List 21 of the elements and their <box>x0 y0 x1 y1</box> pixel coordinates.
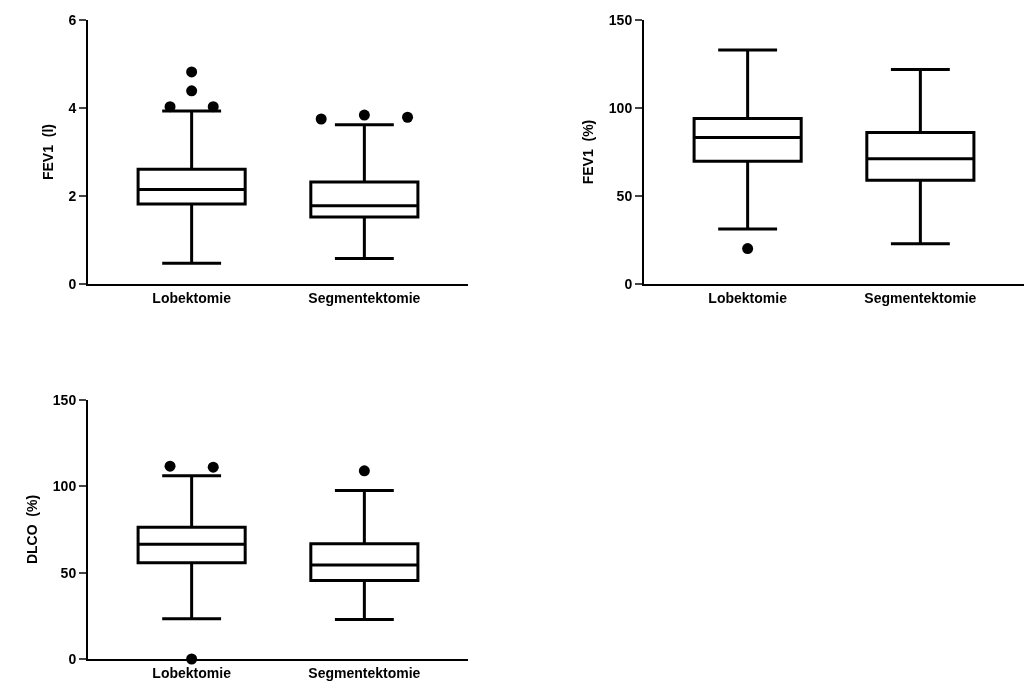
y-tick-label: 50 <box>616 187 633 204</box>
y-tick-label: 6 <box>68 11 77 28</box>
x-tick-label: Segmentektomie <box>308 289 421 306</box>
x-tick-label: Lobektomie <box>708 289 788 306</box>
y-tick-label: 0 <box>68 275 77 292</box>
y-tick-label: 50 <box>60 564 77 581</box>
y-tick-label: 100 <box>608 99 633 116</box>
x-tick-label: Lobektomie <box>152 289 232 306</box>
x-tick-label: Lobektomie <box>152 664 232 681</box>
y-tick-label: 0 <box>624 275 633 292</box>
x-tick-label: Segmentektomie <box>864 289 977 306</box>
y-tick-label: 150 <box>608 11 633 28</box>
y-tick-label: 100 <box>52 478 77 495</box>
y-tick-label: 0 <box>68 650 77 667</box>
y-tick-label: 4 <box>68 99 77 116</box>
y-axis-title: FEV1 (l) <box>39 123 56 181</box>
y-tick-label: 2 <box>68 187 77 204</box>
x-tick-label: Segmentektomie <box>308 664 421 681</box>
y-axis-title: FEV1 (%) <box>579 119 596 185</box>
y-tick-label: 150 <box>52 391 77 408</box>
y-axis-title: DLCO (%) <box>23 494 40 565</box>
